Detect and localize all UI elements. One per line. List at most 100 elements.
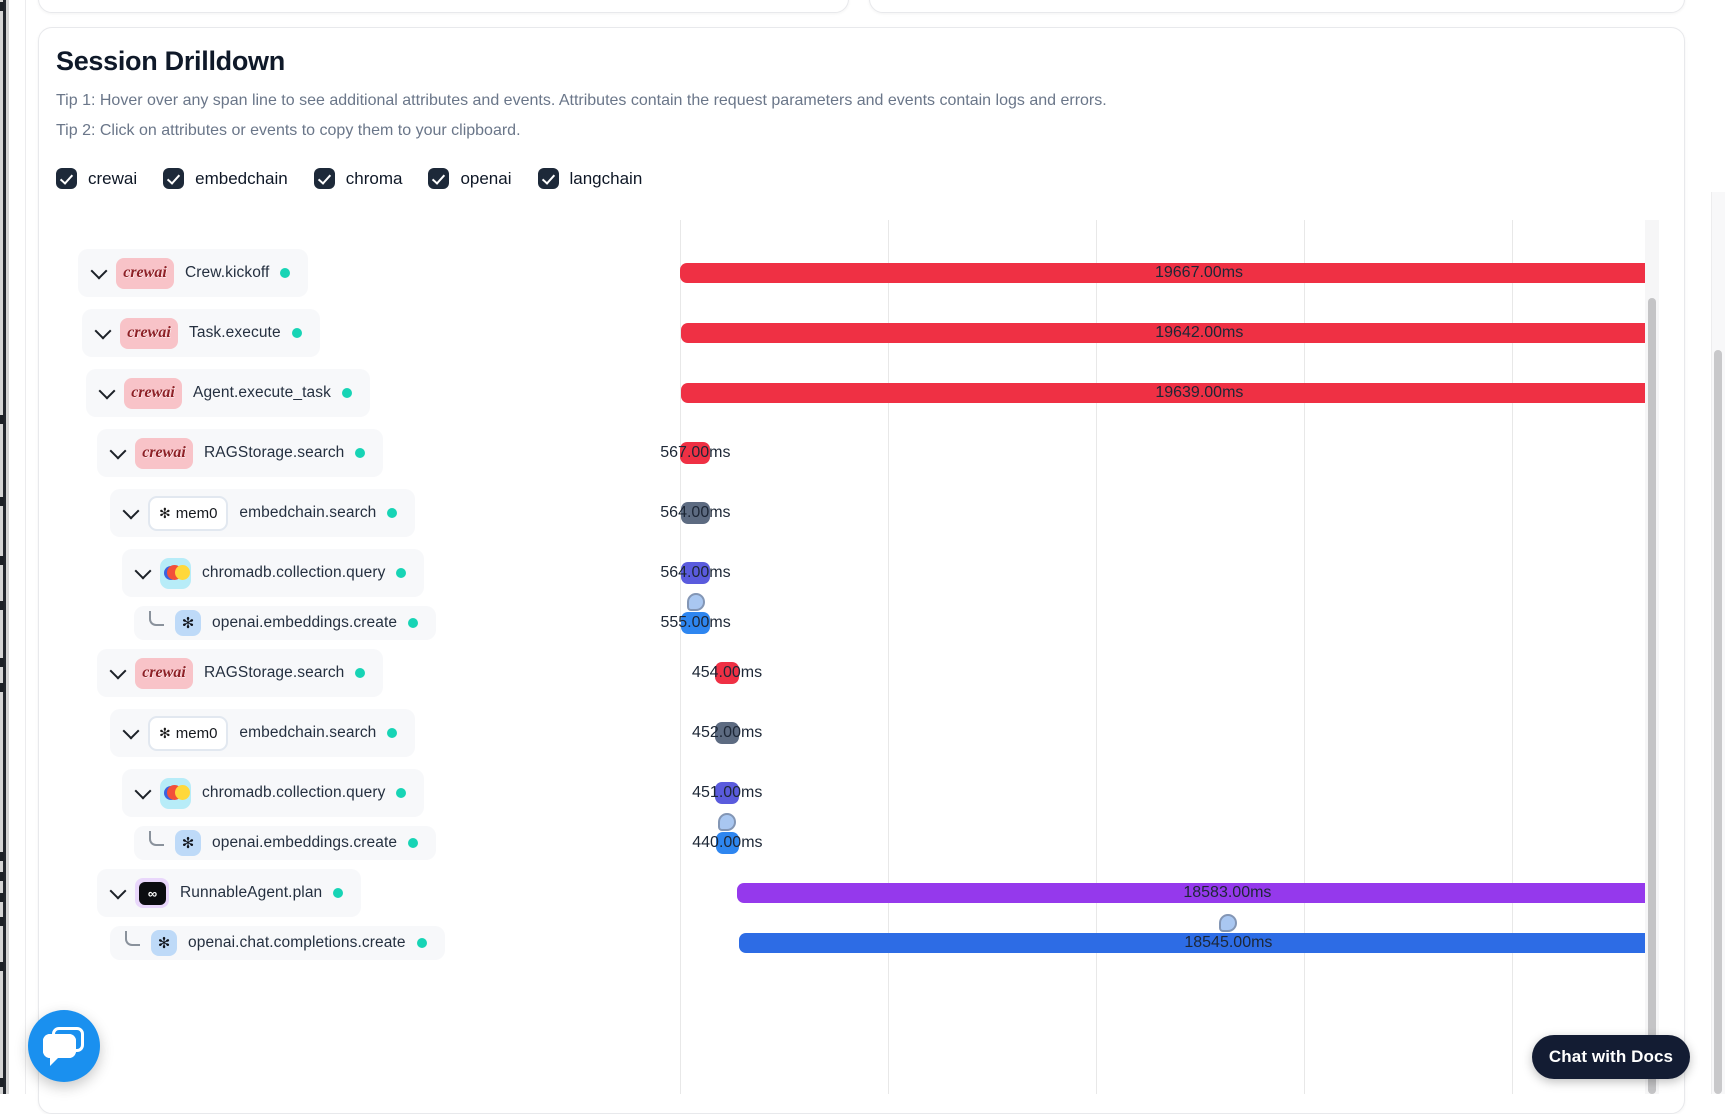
span-bar-openai.chat.completions.create[interactable] [739,933,1645,953]
status-dot [387,728,398,738]
background-panel-edge [0,0,9,1094]
span-row-openai.embeddings.create[interactable]: ✻ openai.embeddings.create [134,606,437,640]
chevron-down-icon[interactable] [122,502,140,520]
span-duration-label: 18583.00ms [1183,884,1272,901]
crewai-logo-icon: crewai [135,437,193,469]
trace-scrollbar-thumb[interactable] [1648,298,1656,1094]
status-dot [396,568,407,578]
chroma-logo-icon [160,777,191,809]
filter-checkbox-chroma[interactable]: chroma [313,168,403,189]
span-row-chromadb.collection.query[interactable]: chromadb.collection.query [122,549,425,597]
span-bar-Agent.execute_task[interactable] [681,383,1645,403]
span-bar-RunnableAgent.plan[interactable] [737,883,1645,903]
filter-label: chroma [345,168,403,188]
chat-bubble-front-icon [43,1034,76,1066]
filter-checkbox-crewai[interactable]: crewai [56,168,137,189]
span-name: embedchain.search [239,504,377,521]
span-bar-embedchain.search[interactable] [680,502,711,524]
provider-filter-group: crewai embedchain chroma openai langchain [56,168,642,189]
span-row-embedchain.search[interactable]: ✻ mem0 embedchain.search [110,489,416,537]
clipped-background-text [0,601,4,610]
crewai-logo-icon: crewai [116,257,174,289]
filter-checkbox-embedchain[interactable]: embedchain [163,168,288,189]
chevron-down-icon[interactable] [134,782,152,800]
span-name: RAGStorage.search [204,444,345,461]
checkbox-checked-icon[interactable] [163,168,185,189]
span-bar-embedchain.search[interactable] [715,722,740,744]
chevron-down-icon[interactable] [90,262,108,280]
span-row-chromadb.collection.query[interactable]: chromadb.collection.query [122,769,425,817]
filter-label: crewai [88,168,138,188]
leaf-connector-icon [125,931,140,946]
chat-with-docs-button[interactable]: Chat with Docs [1532,1035,1690,1079]
page-scrollbar-thumb[interactable] [1714,350,1722,1094]
background-panel-border [3,0,6,1094]
span-row-openai.chat.completions.create[interactable]: ✻ openai.chat.completions.create [110,926,445,960]
span-bar-Task.execute[interactable] [680,323,1645,343]
span-bar-Crew.kickoff[interactable] [680,263,1645,283]
chevron-down-icon[interactable] [122,722,140,740]
status-dot [408,618,419,628]
clipped-background-text [0,917,4,926]
span-row-Agent.execute_task[interactable]: crewai Agent.execute_task [86,369,370,417]
span-name: openai.embeddings.create [212,614,398,631]
background-panel-divider [25,0,26,1094]
span-row-openai.embeddings.create[interactable]: ✻ openai.embeddings.create [134,826,437,860]
event-bubble-marker[interactable] [718,813,737,831]
chevron-down-icon[interactable] [109,882,127,900]
clipped-background-text [0,962,4,971]
span-bar-openai.embeddings.create[interactable] [715,832,739,854]
span-duration-label: 440.00ms [692,834,763,851]
span-row-Crew.kickoff[interactable]: crewai Crew.kickoff [78,249,309,297]
leaf-connector-icon [149,831,164,846]
clipped-background-text [0,556,4,565]
clipped-background-text [0,497,4,506]
event-bubble-marker[interactable] [686,593,705,611]
chevron-down-icon[interactable] [94,322,112,340]
timeline-gridline [1304,220,1305,1094]
filter-checkbox-langchain[interactable]: langchain [537,168,642,189]
crewai-logo-icon: crewai [124,377,182,409]
chat-widget-button[interactable] [28,1010,100,1082]
event-bubble-marker[interactable] [1219,914,1238,932]
clipped-background-text [0,683,4,692]
openai-logo-icon: ✻ [175,830,201,856]
checkbox-checked-icon[interactable] [56,168,77,189]
span-name: Agent.execute_task [193,384,331,401]
span-row-RAGStorage.search[interactable]: crewai RAGStorage.search [97,429,384,477]
timeline-gridline [680,220,681,1094]
span-duration-label: 555.00ms [660,614,731,631]
filter-label: embedchain [195,168,288,188]
status-dot [396,788,407,798]
clipped-background-text [0,872,4,881]
span-name: chromadb.collection.query [202,564,386,581]
span-bar-chromadb.collection.query[interactable] [680,562,711,584]
span-row-embedchain.search[interactable]: ✻ mem0 embedchain.search [110,709,416,757]
tip-2-text: Tip 2: Click on attributes or events to … [56,122,521,139]
chevron-down-icon[interactable] [109,662,127,680]
chevron-down-icon[interactable] [98,382,116,400]
span-bar-openai.embeddings.create[interactable] [680,612,711,634]
crewai-logo-icon: crewai [135,657,193,689]
span-bar-chromadb.collection.query[interactable] [715,782,740,804]
span-name: RAGStorage.search [204,664,345,681]
span-bar-RAGStorage.search[interactable] [680,442,711,464]
chevron-down-icon[interactable] [109,442,127,460]
span-bar-RAGStorage.search[interactable] [714,662,739,684]
chevron-down-icon[interactable] [134,562,152,580]
tip-1-text: Tip 1: Hover over any span line to see a… [56,92,1107,109]
span-name: openai.chat.completions.create [188,934,406,951]
span-row-RAGStorage.search[interactable]: crewai RAGStorage.search [97,649,384,697]
checkbox-checked-icon[interactable] [313,168,335,189]
filter-checkbox-openai[interactable]: openai [428,168,512,189]
checkbox-checked-icon[interactable] [537,168,559,189]
span-duration-label: 564.00ms [660,504,731,521]
mem0-logo-icon: ✻ mem0 [148,495,229,531]
status-dot [280,268,291,278]
checkbox-checked-icon[interactable] [428,168,450,189]
span-name: openai.embeddings.create [212,834,398,851]
span-row-Task.execute[interactable]: crewai Task.execute [82,309,320,357]
span-row-RunnableAgent.plan[interactable]: ∞ RunnableAgent.plan [97,869,362,917]
openai-logo-icon: ✻ [175,610,201,636]
clipped-background-text [0,2,4,11]
